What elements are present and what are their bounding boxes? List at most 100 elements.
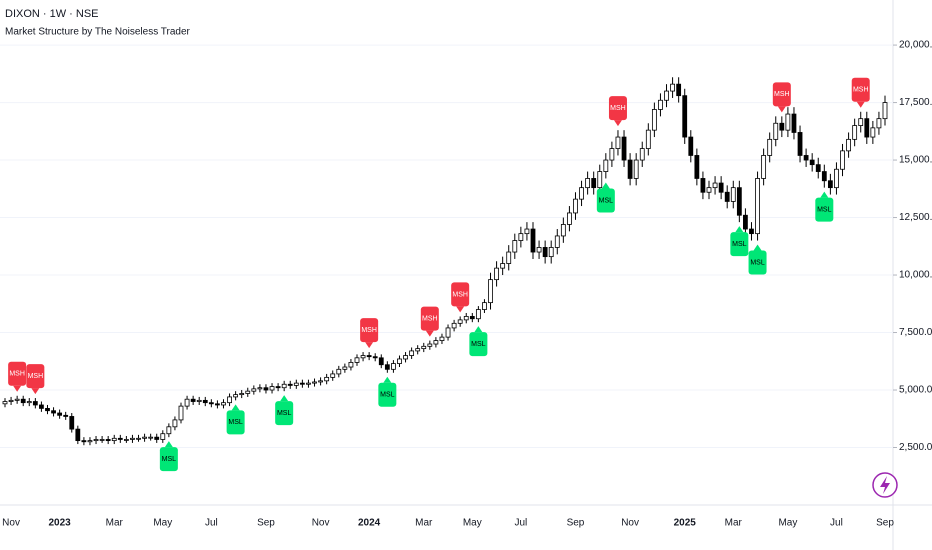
y-tick-label: 15,000.00 bbox=[899, 155, 932, 166]
candle-body bbox=[518, 233, 524, 241]
signal-pointer bbox=[735, 226, 744, 233]
candle-body bbox=[196, 399, 202, 402]
signal-label: MSL bbox=[730, 226, 749, 257]
candle-body bbox=[8, 399, 14, 402]
candle-body bbox=[591, 178, 597, 189]
signal-box bbox=[772, 82, 791, 107]
x-tick-label: Mar bbox=[415, 518, 433, 529]
candle-body bbox=[348, 362, 354, 368]
signal-text: MSL bbox=[162, 456, 177, 463]
candle-body bbox=[809, 159, 815, 166]
signal-label: MSH bbox=[851, 77, 870, 108]
signal-box bbox=[608, 96, 627, 121]
signal-text: MSL bbox=[228, 419, 243, 426]
candle-body bbox=[251, 388, 257, 392]
signal-pointer bbox=[856, 101, 865, 108]
signal-text: MSH bbox=[774, 91, 790, 98]
candle-body bbox=[172, 419, 178, 428]
candle-body bbox=[293, 382, 299, 386]
signal-pointer bbox=[425, 330, 434, 337]
signal-text: MSH bbox=[853, 87, 869, 94]
candle-body bbox=[384, 364, 390, 370]
signal-pointer bbox=[456, 306, 465, 313]
candle-body bbox=[57, 412, 63, 416]
candle-body bbox=[500, 263, 506, 269]
candle-body bbox=[755, 178, 760, 235]
signal-box bbox=[360, 318, 379, 343]
candle-body bbox=[63, 414, 69, 417]
signal-pointer bbox=[365, 342, 374, 349]
icon-bolt[interactable] bbox=[880, 476, 890, 494]
candle-body bbox=[245, 390, 251, 394]
candle-body bbox=[20, 398, 26, 404]
candle-body bbox=[573, 198, 578, 214]
candle-body bbox=[882, 102, 888, 120]
lightning-icon[interactable] bbox=[872, 472, 898, 498]
candle-body bbox=[306, 382, 311, 385]
x-tick-label: May bbox=[778, 518, 797, 529]
candle-body bbox=[427, 343, 433, 347]
candle-body bbox=[603, 159, 609, 172]
signal-box bbox=[748, 250, 767, 275]
candle-body bbox=[415, 348, 421, 352]
candle-body bbox=[190, 398, 196, 402]
candle-body bbox=[299, 382, 305, 385]
signal-box bbox=[226, 410, 245, 435]
candle-body bbox=[779, 122, 785, 131]
x-tick-label: Sep bbox=[876, 518, 894, 529]
candle-body bbox=[99, 439, 105, 441]
candle-body bbox=[330, 373, 336, 378]
candle-body bbox=[366, 355, 372, 358]
candle-body bbox=[123, 439, 129, 441]
candle-body bbox=[269, 386, 275, 391]
candle-body bbox=[736, 187, 742, 216]
candle-body bbox=[93, 439, 99, 442]
candle-body bbox=[136, 437, 141, 440]
candle-body bbox=[208, 402, 214, 405]
candle-body bbox=[39, 404, 44, 409]
candle-body bbox=[585, 178, 591, 189]
candle-body bbox=[840, 150, 845, 170]
candle-body bbox=[45, 408, 50, 412]
candle-body bbox=[257, 387, 263, 390]
candle-body bbox=[336, 368, 342, 375]
candle-body bbox=[621, 136, 627, 161]
signal-box bbox=[469, 332, 488, 357]
x-tick-label: Nov bbox=[2, 518, 20, 529]
candle-body bbox=[536, 247, 542, 253]
signal-text: MSL bbox=[471, 341, 486, 348]
candle-body bbox=[263, 387, 269, 391]
candle-body bbox=[803, 155, 809, 161]
candle-body bbox=[494, 267, 499, 281]
candle-body bbox=[445, 327, 451, 338]
signal-label: MSL bbox=[159, 441, 178, 472]
x-tick-label: 2024 bbox=[358, 518, 381, 529]
candle-body bbox=[360, 355, 366, 359]
signal-label: MSH bbox=[26, 364, 45, 395]
candle-body bbox=[87, 440, 93, 443]
x-tick-label: Mar bbox=[106, 518, 124, 529]
candle-body bbox=[421, 345, 427, 350]
signal-pointer bbox=[13, 385, 22, 392]
candle-body bbox=[75, 428, 81, 442]
signal-label: MSL bbox=[275, 395, 294, 426]
candle-body bbox=[281, 383, 287, 389]
signal-label: MSH bbox=[772, 82, 791, 113]
signal-pointer bbox=[231, 404, 240, 411]
candle-body bbox=[506, 251, 512, 264]
candle-body bbox=[743, 214, 748, 230]
x-tick-label: Jul bbox=[205, 518, 218, 529]
candle-body bbox=[651, 109, 657, 131]
signal-label: MSH bbox=[8, 361, 27, 392]
x-tick-label: Jul bbox=[830, 518, 843, 529]
y-tick-label: 17,500.00 bbox=[899, 97, 932, 108]
signal-labels: MSH MSHMSLMSLMSLMSHMSLMSHMSHMSLMSLMSHMSLM… bbox=[8, 77, 870, 472]
signal-pointer bbox=[820, 191, 829, 198]
candle-body bbox=[26, 401, 32, 404]
candle-body bbox=[706, 187, 712, 193]
candle-body bbox=[615, 136, 621, 149]
signal-label: MSL bbox=[226, 404, 245, 435]
candle-body bbox=[773, 122, 779, 140]
signal-pointer bbox=[164, 441, 173, 448]
signal-text: MSL bbox=[732, 241, 747, 248]
